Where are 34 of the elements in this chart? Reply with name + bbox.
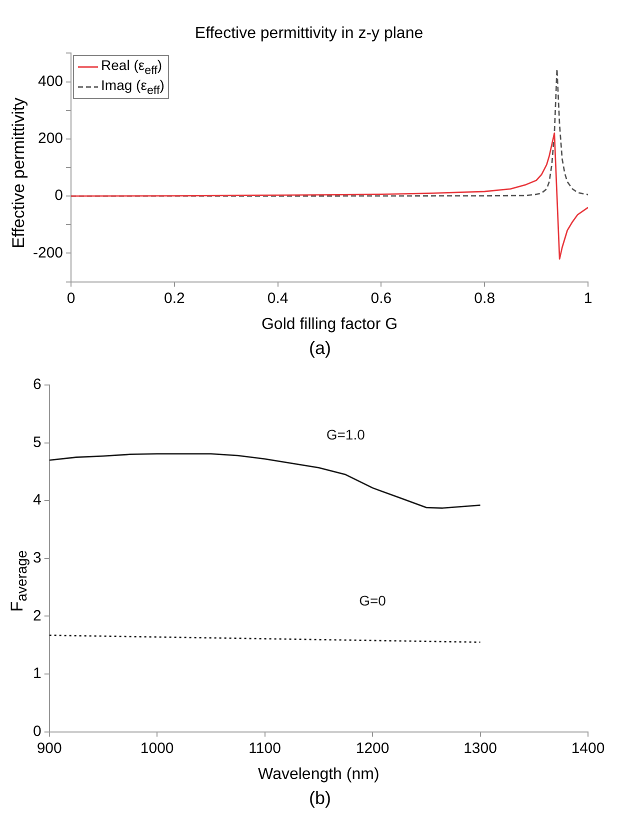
x-tick-label: 900 (36, 740, 62, 757)
x-tick-label: 1100 (248, 740, 281, 757)
x-tick-label: 1200 (356, 740, 390, 757)
x-axis-title: Wavelength (nm) (258, 766, 380, 783)
text: (a) (308, 338, 332, 359)
x-tick-label: 1 (584, 290, 592, 307)
y-tick-label: 5 (33, 434, 42, 451)
text: (b) (308, 788, 332, 809)
y-tick-label: 0 (54, 187, 64, 204)
x-tick-label: 0.8 (474, 290, 496, 307)
y-tick-label: 6 (33, 376, 42, 394)
x-tick-label: 0.4 (267, 290, 288, 307)
x-tick-label: 1300 (464, 740, 497, 757)
y-tick-label: 0 (33, 722, 42, 740)
line-series (49, 634, 481, 643)
series-label: G=1.0 (326, 426, 366, 443)
y-axis-title: Effective permittivity (9, 98, 29, 248)
legend-label: Real (ε$_{eff}$) (101, 57, 162, 77)
text: G=0 (359, 592, 386, 608)
y-tick-label: -200 (32, 244, 64, 262)
x-tick-label: 1400 (571, 740, 605, 757)
x-axis-title: Gold filling factor G (261, 316, 398, 333)
y-tick-label: 200 (38, 130, 64, 148)
y-tick-label: 400 (38, 72, 64, 90)
y-tick-label: 4 (33, 492, 42, 509)
chart-title: Effective permittivity in z-y plane (194, 25, 424, 42)
x-tick-label: 0.2 (164, 290, 185, 307)
y-tick-label: 2 (33, 607, 42, 624)
x-tick-label: 1000 (140, 740, 174, 757)
y-tick-label: 1 (33, 665, 42, 682)
x-tick-label: 0 (66, 290, 76, 307)
y-tick-label: 3 (33, 550, 42, 567)
legend-label: Imag (ε$_{eff}$) (101, 76, 164, 97)
x-tick-label: 0.6 (370, 290, 392, 307)
